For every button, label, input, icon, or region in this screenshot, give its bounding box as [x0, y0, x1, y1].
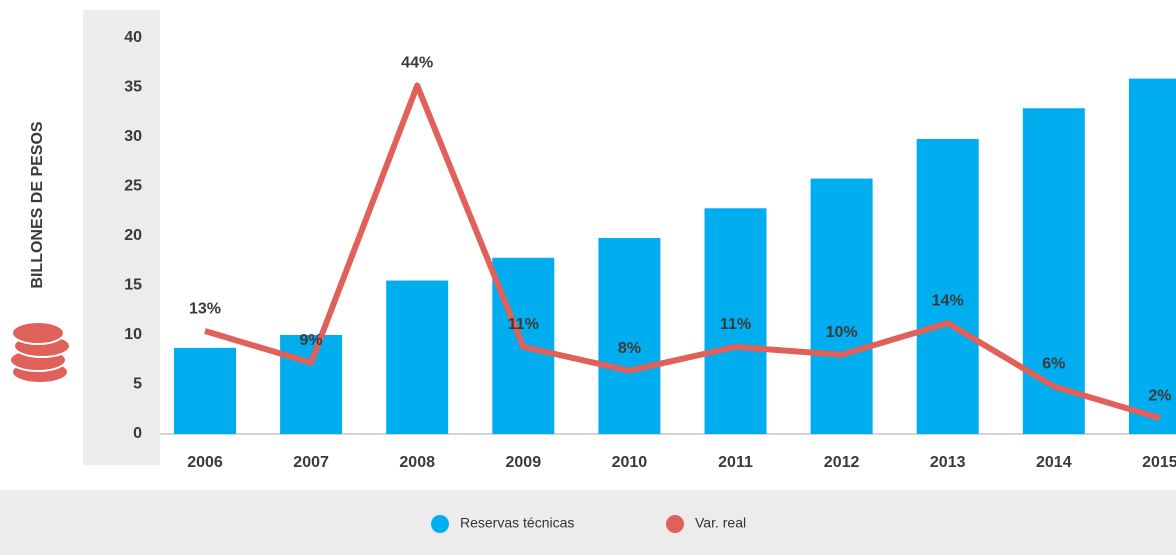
data-label: 8%: [618, 340, 641, 357]
y-tick-label: 10: [124, 326, 142, 343]
data-label: 2%: [1148, 387, 1171, 404]
legend-swatch: [431, 515, 449, 533]
x-tick-label: 2013: [930, 454, 966, 471]
bar: [1128, 78, 1176, 434]
coin-icon: [9, 321, 71, 384]
bar: [916, 138, 979, 435]
y-tick-label: 40: [124, 29, 142, 46]
data-label: 11%: [720, 316, 751, 333]
y-tick-label: 35: [124, 79, 142, 96]
y-tick-label: 30: [124, 128, 142, 145]
bar: [280, 335, 343, 434]
data-label: 44%: [401, 55, 433, 72]
data-label: 6%: [1042, 356, 1065, 373]
x-tick-label: 2009: [506, 454, 542, 471]
bar: [704, 208, 767, 434]
x-tick-label: 2008: [399, 454, 435, 471]
y-tick-label: 0: [133, 425, 142, 442]
data-label: 11%: [508, 316, 539, 333]
data-label: 10%: [826, 324, 858, 341]
x-tick-label: 2006: [187, 454, 223, 471]
bar: [174, 347, 236, 434]
x-tick-label: 2011: [718, 454, 753, 471]
y-tick-label: 25: [124, 178, 142, 195]
axis-panel: [83, 10, 160, 465]
legend-swatch: [666, 515, 684, 533]
bar: [1022, 108, 1085, 434]
x-tick-label: 2015: [1142, 454, 1176, 471]
line: [204, 82, 1161, 422]
data-label: 14%: [932, 292, 964, 309]
x-tick-label: 2007: [293, 454, 329, 471]
data-label: 9%: [300, 332, 323, 349]
y-tick-label: 15: [124, 277, 142, 294]
bar: [598, 237, 661, 434]
legend-label: Reservas técnicas: [460, 515, 574, 531]
x-tick-label: 2010: [612, 454, 648, 471]
data-label: 13%: [189, 300, 221, 317]
legend-label: Var. real: [695, 515, 746, 531]
x-tick-label: 2012: [824, 454, 860, 471]
x-tick-label: 2014: [1036, 454, 1072, 471]
bar: [810, 178, 873, 434]
y-axis-label: BILLONES DE PESOS: [29, 121, 46, 288]
bar: [386, 280, 449, 434]
y-tick-label: 5: [133, 376, 142, 393]
legend-panel: [0, 490, 1176, 555]
y-tick-label: 20: [124, 227, 142, 244]
